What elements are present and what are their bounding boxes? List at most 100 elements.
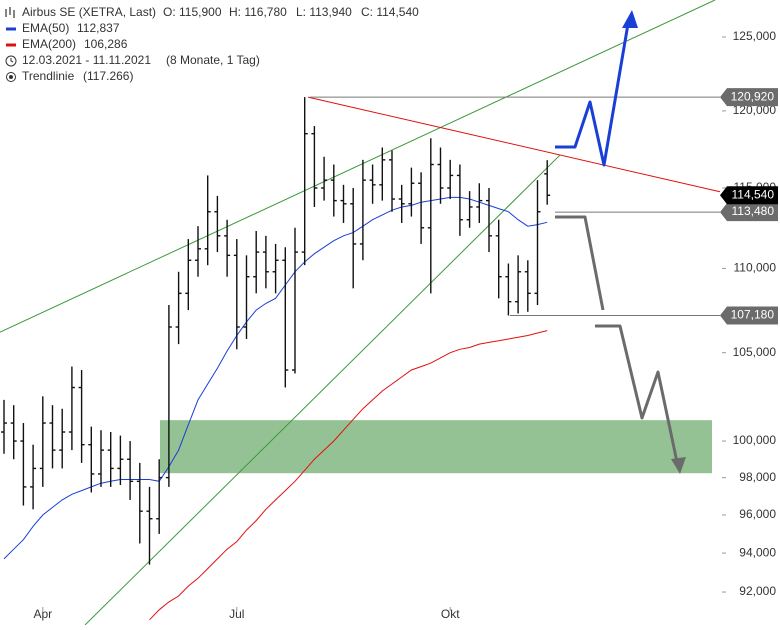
x-tick-label: Apr — [33, 607, 52, 621]
ohlc-bar — [214, 195, 221, 253]
projections — [555, 10, 686, 474]
ohlc-bar — [350, 187, 357, 289]
x-tick-label: Jul — [229, 607, 244, 621]
ohlc-bar — [340, 184, 347, 223]
ohlc-bar — [321, 156, 328, 201]
support-zone — [160, 420, 712, 474]
level-tag: 107,180 — [720, 306, 778, 325]
projection-up — [555, 23, 630, 167]
ohlc-bar — [398, 184, 405, 223]
ohlc-bar — [253, 230, 260, 294]
ohlc-bar — [107, 432, 114, 487]
legend-title: Airbus SE (XETRA, Last) — [22, 5, 156, 19]
ohlc-bar — [427, 138, 434, 294]
level-tag: 113,480 — [720, 203, 778, 222]
ohlc-bar — [476, 183, 483, 223]
ohlc-bar — [369, 164, 376, 204]
last-price-label: 114,540 — [732, 187, 775, 201]
legend-ohlc: L: 113,940 — [296, 5, 352, 19]
ohlc-bar — [292, 227, 298, 374]
ohlc-bar — [447, 159, 454, 200]
ohlc-bar — [20, 423, 27, 506]
ohlc-bar — [146, 486, 153, 565]
level-label: 107,180 — [731, 308, 775, 322]
ohlc-bar — [466, 191, 473, 228]
ohlc-bar — [233, 239, 240, 350]
trend-label: Trendlinie — [22, 69, 75, 83]
ohlc-bar — [486, 187, 492, 253]
ohlc-bar — [10, 405, 17, 460]
ohlc-bar — [195, 226, 201, 277]
trendline — [84, 154, 561, 626]
trendline — [307, 96, 721, 193]
level-box — [720, 88, 778, 107]
legend: Airbus SE (XETRA, Last) O: 115,900 H: 11… — [5, 5, 419, 83]
ohlc-bar — [165, 305, 172, 487]
ohlc-bar — [39, 396, 46, 487]
ohlc-bar — [389, 150, 395, 212]
y-tick-label: 105,000 — [733, 345, 777, 359]
ohlc-bar — [524, 260, 531, 312]
ohlc-bar — [243, 255, 250, 339]
y-tick-label: 100,000 — [733, 433, 777, 447]
ohlc-bar — [330, 164, 337, 217]
ohlc-bar — [359, 159, 366, 261]
legend-value: 112,837 — [77, 21, 120, 35]
arrow-head — [622, 10, 638, 28]
ohlc-bar — [272, 243, 279, 294]
legend-ohlc: H: 116,780 — [229, 5, 287, 19]
legend-label: EMA(50) — [22, 21, 69, 35]
arrow-head — [671, 457, 686, 474]
ohlc-bar — [175, 271, 182, 345]
ohlc-bar — [379, 147, 386, 201]
ohlc-bar — [544, 160, 551, 205]
y-tick-label: 92,000 — [739, 584, 776, 598]
legend-value: 106,286 — [84, 37, 128, 51]
level-box — [720, 203, 778, 222]
clock-icon — [5, 55, 17, 67]
ema-line — [3, 196, 548, 560]
ohlc-bar — [456, 164, 463, 236]
ohlc-bar — [282, 247, 289, 388]
ohlc-bar — [30, 444, 37, 510]
ohlc-bar — [68, 366, 75, 451]
ohlc-bar — [505, 263, 512, 316]
ohlc-bar — [418, 172, 425, 244]
period: 12.03.2021 - 11.11.2021 — [22, 53, 151, 67]
ohlc-bar — [1, 399, 7, 454]
ohlc-bar — [204, 175, 211, 266]
projection-down — [555, 215, 605, 311]
y-tick-label: 120,000 — [733, 103, 777, 117]
ohlc-bar — [98, 430, 104, 487]
projection-down — [595, 324, 679, 463]
ohlc-bar — [262, 235, 269, 289]
y-tick-label: 98,000 — [739, 470, 776, 484]
ohlc-bar — [136, 462, 143, 544]
y-tick-label: 96,000 — [739, 507, 776, 521]
level-tag: 120,920 — [720, 88, 778, 107]
ohlc-bar — [88, 426, 95, 493]
legend-label: EMA(200) — [22, 37, 76, 51]
ohlc-bar — [78, 370, 85, 463]
y-tick-label: 110,000 — [734, 261, 777, 275]
ohlc-bar — [185, 239, 192, 311]
ohlc-bar — [311, 126, 318, 207]
period-note: (8 Monate, 1 Tag) — [166, 53, 260, 67]
ohlc-bar — [515, 255, 522, 314]
ohlc-bar — [534, 180, 541, 306]
ohlc-bar — [156, 459, 163, 534]
trendline — [0, 0, 716, 333]
level-label: 120,920 — [731, 89, 775, 103]
ohlc-bar — [127, 441, 134, 500]
ema-line — [149, 330, 548, 621]
y-tick-label: 125,000 — [733, 29, 777, 43]
ohlc-bar — [49, 405, 56, 469]
ohlc-bar — [301, 97, 308, 266]
y-tick-label: 94,000 — [739, 545, 776, 559]
icon — [5, 7, 15, 18]
ohlc-bar — [224, 219, 231, 277]
legend-ohlc: C: 114,540 — [361, 5, 419, 19]
level-box — [720, 306, 778, 325]
